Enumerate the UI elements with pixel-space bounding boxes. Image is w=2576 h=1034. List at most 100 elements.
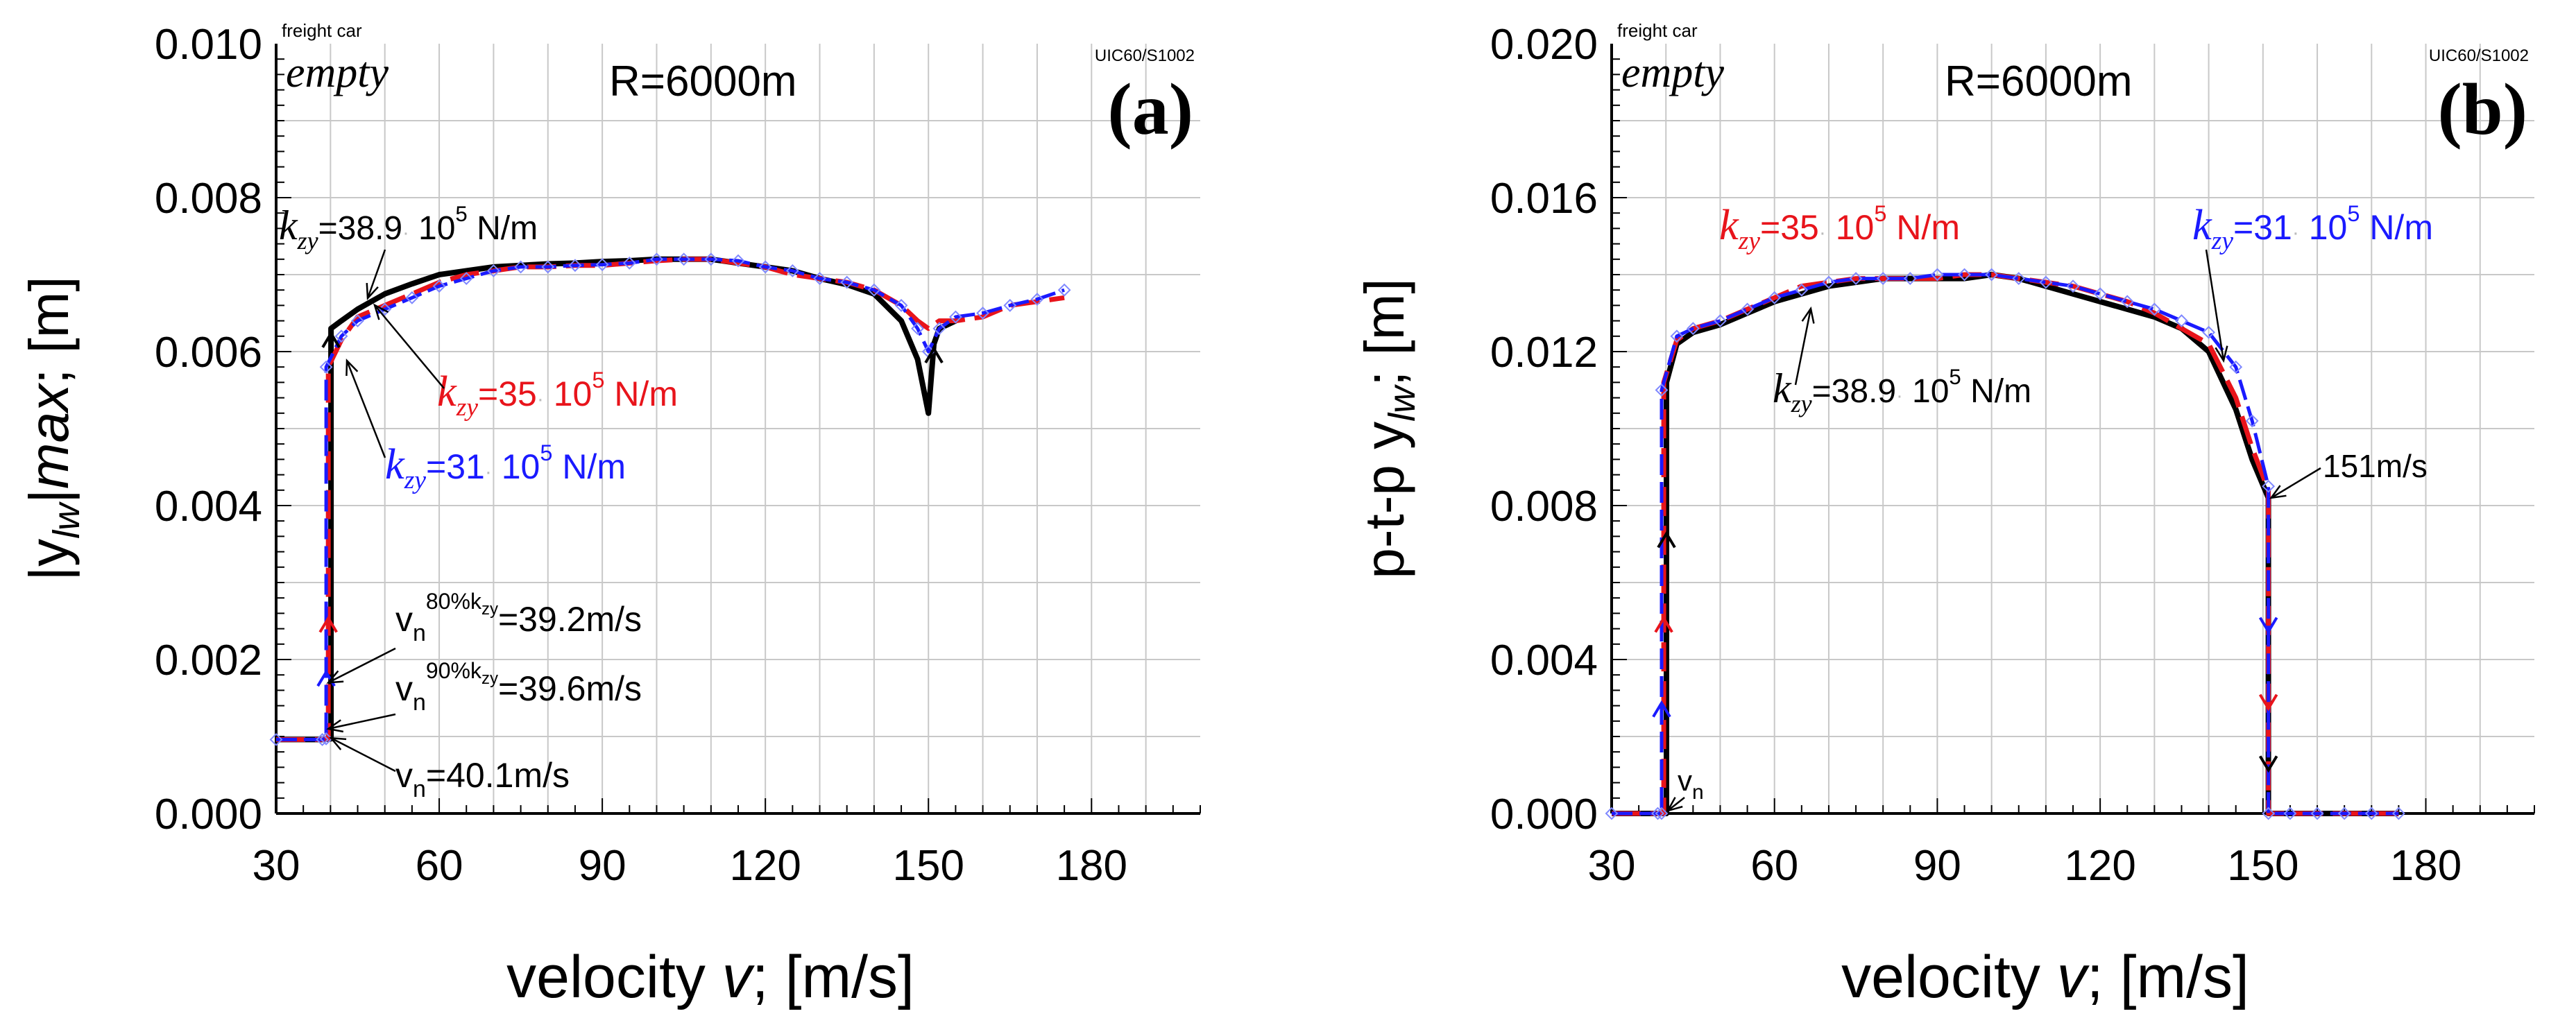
x-tick-label: 180 <box>2390 842 2462 890</box>
annotation-151: 151m/s <box>2323 448 2428 484</box>
series-marker <box>976 307 990 320</box>
panel-label: (b) <box>2437 69 2527 150</box>
series-marker <box>2012 272 2026 285</box>
series-marker <box>650 252 663 266</box>
x-tick-label: 60 <box>1750 842 1798 890</box>
series-marker <box>378 302 392 316</box>
series-line-1 <box>1612 272 2399 816</box>
y-axis-label: |ylw|max; [m] <box>18 276 87 580</box>
series-marker <box>840 275 854 289</box>
series-marker <box>704 252 718 266</box>
panel-label: (a) <box>1107 69 1193 150</box>
series-marker <box>2039 275 2053 289</box>
x-tick-label: 30 <box>253 842 300 890</box>
series-marker <box>351 314 364 328</box>
leader-line-head <box>2215 345 2228 363</box>
jump-arrow <box>321 330 341 348</box>
leader-line-head <box>326 719 344 733</box>
leader-line <box>327 713 396 730</box>
series-marker <box>1985 268 1999 282</box>
grid <box>1612 44 2534 813</box>
x-axis-label: velocity v; [m/s] <box>506 944 914 1010</box>
series-marker <box>1822 275 1836 289</box>
series-marker <box>911 322 924 336</box>
y-tick-label: 0.004 <box>155 483 262 531</box>
series-marker <box>2093 287 2107 301</box>
series-marker <box>1605 807 1619 820</box>
leader-line-head <box>329 736 347 750</box>
leader-line-head <box>2269 485 2287 499</box>
y-axis-label: p-t-p ylw; [m] <box>1354 278 1423 578</box>
jump-arrow <box>1654 615 1673 633</box>
jump-arrow <box>924 346 944 364</box>
series-marker <box>2364 807 2378 820</box>
series-marker <box>2262 807 2276 820</box>
series-marker <box>1651 807 1664 820</box>
series-marker <box>1795 283 1809 297</box>
series-marker <box>1030 293 1044 306</box>
leader-line-head <box>1801 306 1815 324</box>
panel-a: 0.000 0.002 0.004 0.006 0.008 0.010 30 60 90 120 1… <box>18 20 1201 1010</box>
x-tick-label: 60 <box>416 842 463 890</box>
x-tick-label: 150 <box>893 842 964 890</box>
series-marker <box>1003 298 1017 312</box>
y-tick-label: 0.008 <box>1490 483 1598 531</box>
y-tick-label: 0.000 <box>1490 791 1598 838</box>
series-marker <box>1057 283 1071 297</box>
leader-line <box>1667 797 1685 811</box>
series-marker <box>785 264 799 277</box>
x-tick-label: 180 <box>1056 842 1127 890</box>
series-line-2 <box>1612 273 2399 816</box>
annotation-vn: vn <box>1678 764 1704 804</box>
annotation-vn: vn90%kzy=39.6m/s <box>395 658 642 716</box>
leader-line <box>346 360 386 458</box>
y-tick-label: 0.000 <box>155 791 262 838</box>
corner-text: freight car <box>282 20 362 41</box>
series-marker <box>1903 272 1917 285</box>
leader-line-head <box>366 282 379 301</box>
series-marker <box>2202 325 2216 339</box>
radius-text: R=6000m <box>1945 58 2133 105</box>
series-marker <box>2147 302 2161 316</box>
y-tick-label: 0.004 <box>1490 637 1598 684</box>
leader-line <box>2205 249 2225 361</box>
series-marker <box>459 272 473 285</box>
leader-line <box>327 647 396 684</box>
x-tick-label: 30 <box>1588 842 1636 890</box>
series-marker <box>932 322 946 336</box>
series-marker <box>758 260 772 274</box>
leader-line-head <box>1666 797 1683 812</box>
annotation-k-blue: kzy=31· 105 N/m <box>2192 200 2433 255</box>
series-marker <box>2391 807 2405 820</box>
x-tick-label: 90 <box>1913 842 1961 890</box>
series-marker <box>622 256 636 270</box>
series-marker <box>948 310 962 324</box>
annotation-vn: vn=40.1m/s <box>395 756 570 802</box>
series-marker <box>1714 314 1727 328</box>
leader-line <box>2271 467 2321 499</box>
leader-line <box>1794 308 1812 386</box>
series-marker <box>541 260 555 274</box>
series-marker <box>2310 807 2324 820</box>
series-line-2 <box>276 257 1065 741</box>
state-text: empty <box>1621 49 1725 96</box>
drop-arrow <box>2258 693 2278 712</box>
drop-arrow <box>2258 617 2278 635</box>
series-marker <box>1670 329 1684 343</box>
series-marker <box>1741 302 1755 316</box>
x-axis-label: velocity v; [m/s] <box>1841 944 2249 1010</box>
series-marker <box>1655 384 1669 397</box>
series-marker <box>2283 807 2297 820</box>
radius-text: R=6000m <box>609 58 797 105</box>
series-marker <box>1768 291 1782 304</box>
series-marker <box>867 283 881 297</box>
series-marker <box>1958 268 1971 282</box>
drop-arrow <box>2258 755 2278 773</box>
jump-arrow <box>318 615 338 633</box>
series-marker <box>677 252 691 266</box>
series-marker <box>2245 414 2259 428</box>
series-marker <box>2262 479 2276 493</box>
series-marker <box>568 259 582 273</box>
series-marker <box>1876 272 1890 285</box>
